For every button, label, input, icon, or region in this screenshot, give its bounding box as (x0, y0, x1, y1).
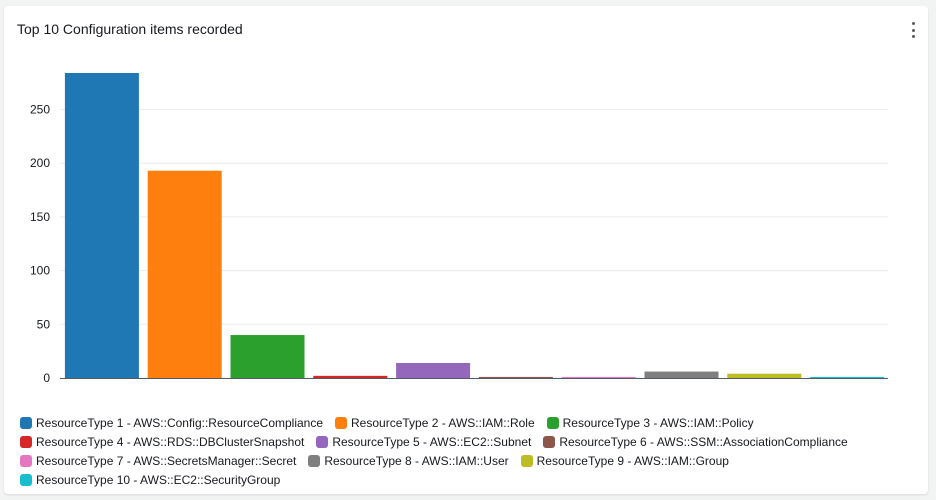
y-tick-label: 150 (30, 210, 50, 224)
menu-dot (911, 35, 915, 38)
legend-item[interactable]: ResourceType 3 - AWS::IAM::Policy (546, 414, 754, 432)
y-tick-label: 50 (37, 317, 51, 331)
legend-swatch (520, 455, 533, 467)
legend-item[interactable]: ResourceType 9 - AWS::IAM::Group (520, 452, 729, 470)
y-tick-label: 250 (30, 103, 50, 117)
legend-item[interactable]: ResourceType 6 - AWS::SSM::AssociationCo… (543, 433, 848, 451)
legend-item[interactable]: ResourceType 1 - AWS::Config::ResourceCo… (20, 414, 323, 432)
legend-swatch (316, 436, 329, 448)
bar (727, 373, 802, 378)
bar (64, 72, 139, 378)
legend-swatch (20, 455, 32, 467)
bar-chart: 0 50 100 150 200 250 (30, 72, 888, 385)
legend-label: ResourceType 5 - AWS::EC2::Subnet (332, 435, 532, 449)
y-tick-label: 200 (30, 156, 50, 170)
legend-swatch (308, 455, 321, 467)
legend-label: ResourceType 9 - AWS::IAM::Group (536, 454, 729, 468)
bar (478, 376, 553, 378)
legend-swatch (543, 436, 556, 448)
legend-label: ResourceType 2 - AWS::IAM::Role (351, 416, 535, 430)
widget-title: Top 10 Configuration items recorded (17, 21, 243, 37)
y-tick-label: 100 (30, 264, 50, 278)
bar (230, 335, 305, 378)
legend-label: ResourceType 1 - AWS::Config::ResourceCo… (36, 416, 324, 430)
chart-widget: Top 10 Configuration items recorded 0 50 1… (4, 6, 928, 494)
legend-item[interactable]: ResourceType 5 - AWS::EC2::Subnet (316, 433, 531, 451)
bar (313, 375, 388, 378)
legend-item[interactable]: ResourceType 4 - AWS::RDS::DBClusterSnap… (20, 433, 304, 451)
menu-dot (911, 28, 915, 32)
legend-label: ResourceType 3 - AWS::IAM::Policy (562, 416, 754, 430)
more-vertical-icon[interactable] (906, 20, 920, 40)
legend-label: ResourceType 7 - AWS::SecretsManager::Se… (36, 454, 297, 468)
bar (147, 170, 222, 378)
legend-swatch (20, 474, 32, 486)
legend-swatch (546, 417, 559, 429)
bar (561, 376, 636, 378)
legend-item[interactable]: ResourceType 8 - AWS::IAM::User (308, 452, 509, 470)
legend-item[interactable]: ResourceType 2 - AWS::IAM::Role (335, 414, 535, 432)
legend-label: ResourceType 4 - AWS::RDS::DBClusterSnap… (36, 435, 305, 449)
bar (396, 362, 471, 378)
legend-swatch (20, 417, 32, 429)
legend-label: ResourceType 10 - AWS::EC2::SecurityGrou… (36, 473, 281, 487)
legend-item[interactable]: ResourceType 10 - AWS::EC2::SecurityGrou… (20, 471, 280, 489)
legend-label: ResourceType 8 - AWS::IAM::User (324, 454, 509, 468)
bar (810, 376, 885, 378)
legend-item[interactable]: ResourceType 7 - AWS::SecretsManager::Se… (20, 452, 296, 470)
legend-swatch (20, 436, 32, 448)
y-tick-label: 0 (43, 371, 50, 385)
legend-label: ResourceType 6 - AWS::SSM::AssociationCo… (559, 435, 848, 449)
chart-legend: ResourceType 1 - AWS::Config::ResourceCo… (20, 414, 910, 489)
bar (644, 371, 719, 378)
menu-dot (911, 22, 915, 25)
legend-swatch (335, 417, 348, 429)
